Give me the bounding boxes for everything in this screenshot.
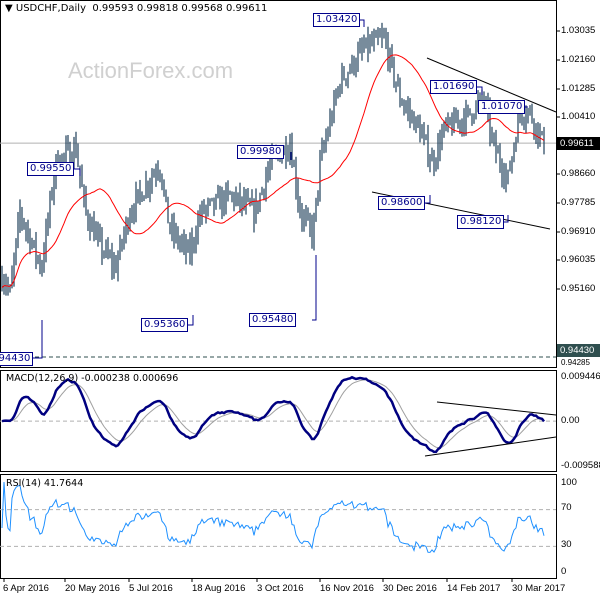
- macd-line: [1, 375, 545, 454]
- x-tick-label: 20 May 2016: [65, 583, 120, 594]
- x-tick-label: 30 Mar 2017: [512, 583, 566, 594]
- annotation-label: 0.99550: [27, 162, 75, 176]
- rsi-label: RSI(14) 41.7644: [6, 478, 84, 489]
- annotation-label: 0.95360: [141, 318, 189, 332]
- current-price-marker: 0.99611: [557, 137, 600, 150]
- macd-label: MACD(12,26,9) -0.000238 0.000696: [6, 373, 179, 384]
- macd-signal-line: [1, 379, 545, 449]
- annotation-label: 0.98600: [378, 196, 426, 210]
- macd-tick-label: -0.009588: [561, 460, 600, 471]
- x-tick-label: 14 Feb 2017: [447, 583, 501, 594]
- annotation-label: 0.98120: [457, 215, 505, 229]
- annotation-label: 1.03420: [313, 13, 361, 27]
- collapse-triangle-icon[interactable]: ▼: [5, 3, 13, 14]
- main-panel: [0, 0, 557, 368]
- macd-tick-label: 0.00: [561, 415, 580, 426]
- y-tick-label: 0.96910: [561, 226, 596, 237]
- rsi-tick-label: 30: [561, 539, 572, 550]
- line-price-marker: 0.94430: [557, 344, 600, 357]
- annotation-leader-line: [360, 19, 365, 27]
- annotation-leader-line: [30, 320, 43, 359]
- annotation-label: 0.99980: [237, 145, 285, 159]
- rsi-tick-label: 0: [561, 566, 567, 577]
- x-tick-label: 18 Aug 2016: [192, 583, 246, 594]
- y-tick-label: 1.02160: [561, 54, 596, 65]
- macd-panel: [0, 370, 557, 472]
- annotation-leader-line: [312, 255, 317, 321]
- ohlc-values: 0.99593 0.99818 0.99568 0.99611: [92, 3, 268, 14]
- rsi-line: [1, 481, 545, 553]
- x-tick-label: 30 Dec 2016: [383, 583, 437, 594]
- y-tick-label: 0.94285: [561, 358, 590, 367]
- y-tick-label: 0.95160: [561, 283, 596, 294]
- rsi-tick-label: 70: [561, 502, 572, 513]
- y-tick-label: 1.01285: [561, 83, 596, 94]
- annotation-label: 0.94430: [0, 352, 34, 366]
- x-tick-label: 3 Oct 2016: [257, 583, 304, 594]
- y-tick-label: 0.96035: [561, 254, 596, 265]
- macd-tick-label: 0.009446: [561, 371, 600, 382]
- y-tick-label: 1.03035: [561, 25, 596, 36]
- resistance-trendline: [426, 57, 557, 113]
- annotation-label: 1.01690: [430, 80, 478, 94]
- annotation-label: 0.95480: [249, 313, 297, 327]
- annotation-label: 1.01070: [478, 100, 526, 114]
- macd-upper-trendline: [436, 401, 557, 416]
- annotation-leader-line: [73, 168, 81, 176]
- annotation-leader-line: [476, 86, 483, 95]
- symbol-label: USDCHF,Daily: [15, 3, 86, 14]
- x-tick-label: 6 Apr 2016: [3, 583, 49, 594]
- y-tick-label: 0.97785: [561, 197, 596, 208]
- y-tick-label: 0.98660: [561, 168, 596, 179]
- x-tick-label: 5 Jul 2016: [129, 583, 173, 594]
- x-tick-label: 16 Nov 2016: [320, 583, 374, 594]
- chart-header: ▼ USDCHF,Daily 0.99593 0.99818 0.99568 0…: [5, 3, 267, 14]
- annotation-leader-line: [187, 315, 194, 326]
- watermark: ActionForex.com: [68, 58, 234, 83]
- rsi-tick-label: 100: [561, 477, 577, 488]
- rsi-panel: [0, 474, 557, 579]
- y-tick-label: 1.00410: [561, 111, 596, 122]
- macd-lower-trendline: [424, 436, 557, 457]
- moving-average-line: [1, 54, 545, 289]
